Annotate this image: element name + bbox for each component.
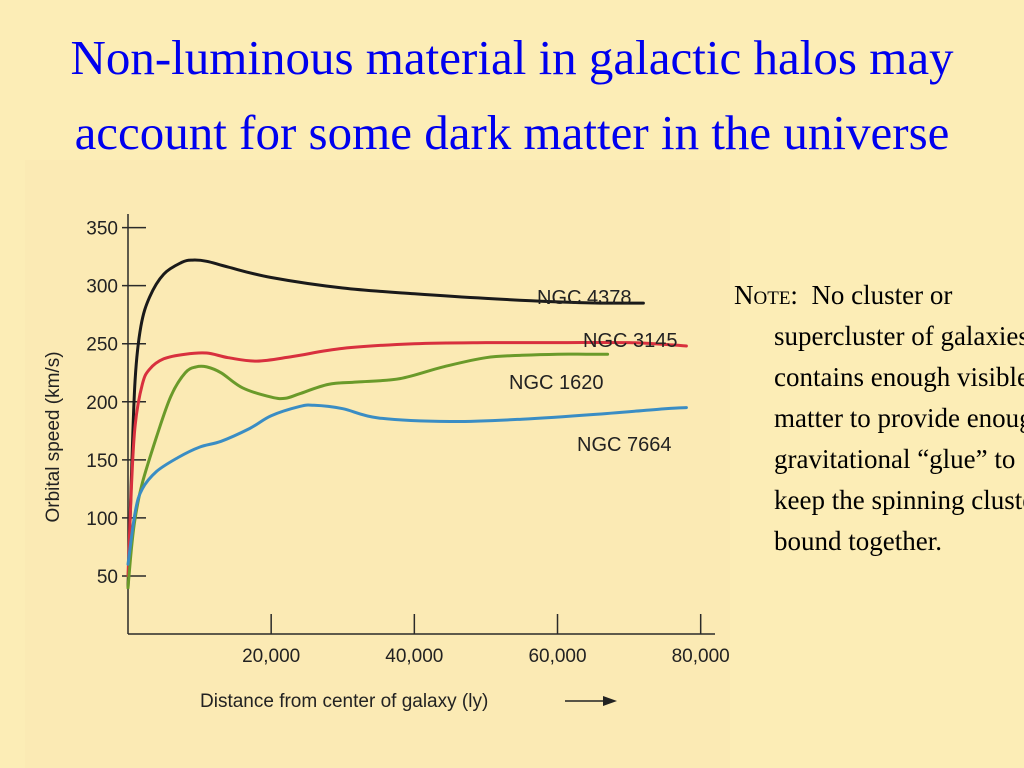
series-label-ngc-1620: NGC 1620 — [509, 372, 604, 394]
series-labels: NGC 4378 NGC 3145 NGC 1620 NGC 7664 — [509, 287, 678, 456]
y-tick-label: 250 — [86, 335, 118, 356]
series-line-ngc-3145 — [126, 340, 688, 578]
rotation-curve-chart: 50 100 150 200 250 300 350 20,000 40,000 60,000 80… — [43, 214, 730, 712]
y-tick-label: 300 — [86, 277, 118, 298]
slide-title: Non-luminous material in galactic halos … — [70, 30, 954, 160]
y-tick-label: 50 — [97, 567, 118, 588]
y-tick-label: 200 — [86, 393, 118, 414]
x-tick-label: 80,000 — [672, 646, 730, 667]
series-label-ngc-4378: NGC 4378 — [537, 287, 632, 309]
x-tick-label: 60,000 — [528, 646, 586, 667]
note-text: Note: No cluster or supercluster of gala… — [734, 275, 1024, 562]
y-tick-label: 350 — [86, 219, 118, 240]
series-lines — [126, 258, 688, 590]
x-axis-arrow-head — [603, 696, 617, 706]
chart-panel: 50 100 150 200 250 300 350 20,000 40,000 60,000 80… — [25, 160, 730, 768]
y-tick-label: 100 — [86, 509, 118, 530]
series-line-ngc-4378 — [126, 258, 645, 590]
series-line-ngc-7664 — [126, 403, 688, 566]
axes: 50 100 150 200 250 300 350 20,000 40,000 60,000 80… — [43, 214, 730, 712]
x-tick-label: 20,000 — [242, 646, 300, 667]
note-label: Note: — [734, 280, 798, 310]
x-tick-label: 40,000 — [385, 646, 443, 667]
y-tick-label: 150 — [86, 451, 118, 472]
y-axis-title: Orbital speed (km/s) — [43, 351, 64, 522]
series-line-ngc-1620 — [126, 352, 610, 590]
note-body: No cluster or supercluster of galaxies c… — [774, 280, 1024, 556]
series-label-ngc-3145: NGC 3145 — [583, 330, 678, 352]
series-label-ngc-7664: NGC 7664 — [577, 434, 672, 456]
x-axis-title: Distance from center of galaxy (ly) — [200, 691, 488, 712]
